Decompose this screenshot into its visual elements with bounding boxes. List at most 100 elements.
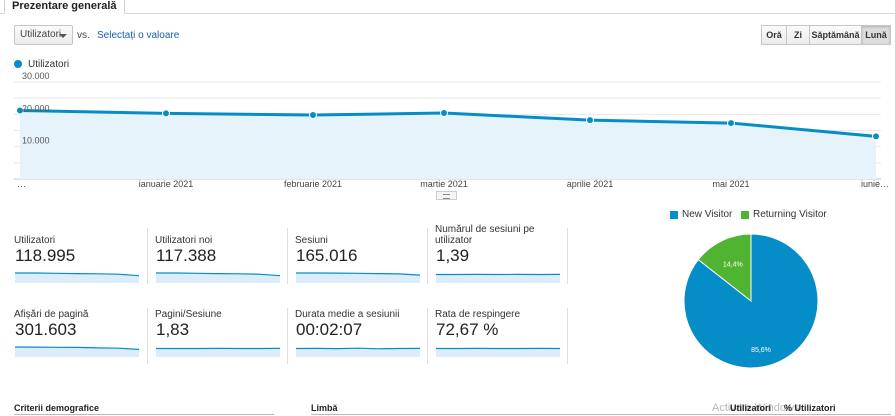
pie-data-label: 14,4% [723,262,743,269]
data-point [309,110,317,119]
sparkline-area [156,273,280,283]
metric-label: Utilizatori noi [155,235,213,246]
divider [311,414,891,415]
metric-card[interactable]: Sesiuni 165.016 [295,235,425,283]
metric-card[interactable]: Utilizatori noi 117.388 [155,235,285,283]
divider [287,308,288,364]
divider [287,228,288,284]
metric-label: Numărul de sesiuni pe utilizator [435,224,535,246]
tab-bar: Prezentare generală [0,0,895,14]
pie-slice-returning-visitor [697,233,752,303]
data-point [872,132,880,141]
period-week-button[interactable]: Săptămână [809,25,862,45]
sparkline-line [15,272,140,277]
metric-value: 301.603 [15,320,77,339]
users-line-chart[interactable]: 30.000 20.000 10.000 … ianuarie 2021 februar… [0,72,895,192]
sparkline-area [436,348,560,357]
y-tick-label: 10.000 [22,136,50,146]
metric-sparkline [436,347,561,357]
pie-legend-new-visitor[interactable]: New Visitor [682,209,733,220]
sparkline-line [156,272,281,277]
metric-value: 117.388 [156,246,217,265]
sparkline-line [296,272,421,276]
sparkline-line [14,346,140,350]
metric-sparkline [156,347,281,357]
pie-legend-swatch-new [670,211,678,219]
metric-label: Durata medie a sesiunii [295,309,400,320]
metric-sparkline [15,272,140,283]
series-area [20,110,876,179]
y-tick-label: 30.000 [22,72,50,81]
divider [567,308,568,364]
x-tick-label: … [17,179,26,189]
x-tick-label: martie 2021 [420,179,468,189]
chart-collapse-handle[interactable] [436,191,457,200]
pie-data-label: 85,6% [751,347,771,354]
x-tick-label: ianuarie 2021 [139,179,194,189]
x-tick-label: februarie 2021 [284,179,342,189]
metric-value: 1,39 [436,246,470,265]
metric-label: Sesiuni [295,235,328,246]
metric-card[interactable]: Pagini/Sesiune 1,83 [155,309,285,357]
divider [147,228,148,284]
metric-label: Rata de respingere [435,309,521,320]
legend-marker [14,60,22,68]
visitor-pie-chart[interactable]: 85,6% 14,4% [671,219,831,379]
windows-activation-watermark: Activare Windows [712,402,800,414]
pie-legend-returning-visitor[interactable]: Returning Visitor [753,209,827,220]
sparkline-area [296,273,420,283]
metric-sparkline [156,272,281,283]
x-tick-label: aprilie 2021 [567,179,614,189]
vs-label: vs. [77,30,90,41]
divider [147,308,148,364]
x-tick-labels: … ianuarie 2021 februarie 2021 martie 2021 a… [17,179,889,189]
metric-select-value: Utilizatori [20,29,62,40]
chevron-down-icon [59,34,67,38]
y-tick-labels: 30.000 20.000 10.000 [22,72,50,146]
metric-card[interactable]: Numărul de sesiuni pe utilizator 1,39 [435,224,565,283]
metric-sparkline [436,273,561,283]
metric-card[interactable]: Durata medie a sesiunii 00:02:07 [295,309,425,357]
series-points [16,106,880,141]
language-heading: Limbă [311,403,338,413]
divider [427,308,428,364]
metric-label: Afișări de pagină [14,309,89,320]
divider [567,228,568,284]
data-point [162,109,170,118]
sparkline-line [295,347,421,350]
metric-card[interactable]: Rata de respingere 72,67 % [435,309,565,357]
metric-sparkline [295,347,421,357]
legend-label[interactable]: Utilizatori [28,59,70,70]
period-month-button[interactable]: Lună [861,25,891,45]
period-day-button[interactable]: Zi [786,25,810,45]
x-tick-label: mai 2021 [712,179,749,189]
pie-legend-swatch-returning [741,211,749,219]
users-percent-column-header[interactable]: % Utilizatori [784,403,836,413]
data-point [727,119,735,128]
metric-card[interactable]: Afișări de pagină 301.603 [14,309,144,357]
metric-value: 00:02:07 [296,320,363,339]
sparkline-area [15,347,139,357]
tab-overview[interactable]: Prezentare generală [4,0,125,14]
sparkline-area [436,274,560,283]
metric-card[interactable]: Utilizatori 118.995 [14,235,144,283]
sparkline-area [296,348,420,357]
data-point [16,106,24,115]
metric-value: 118.995 [15,246,76,265]
metric-value: 1,83 [156,320,190,339]
demographics-heading: Criterii demografice [14,403,100,413]
x-tick-label: iunie… [861,179,889,189]
metric-select[interactable]: Utilizatori [14,25,73,45]
divider [14,414,274,415]
metric-sparkline [296,272,421,283]
data-point [440,109,448,118]
period-hour-button[interactable]: Oră [761,25,787,45]
metric-label: Utilizatori [14,235,56,246]
users-column-header[interactable]: Utilizatori [730,403,772,413]
sparkline-area [156,348,280,357]
divider [427,228,428,284]
sparkline-area [15,273,139,283]
metric-value: 165.016 [296,246,358,265]
y-tick-label: 20.000 [22,103,50,113]
compare-metric-link[interactable]: Selectați o valoare [97,30,180,41]
